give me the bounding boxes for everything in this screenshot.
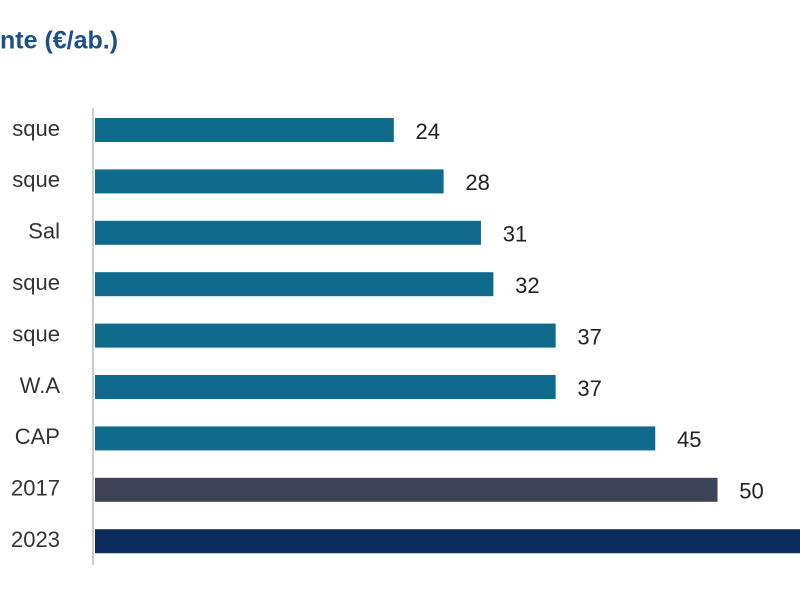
value-label: 31 [503,222,527,247]
category-label: sque [12,270,60,295]
category-label: 2017 [11,476,60,501]
value-label: 50 [739,479,763,504]
category-label: Sal [28,219,60,244]
bar [95,529,800,554]
bar [95,375,556,399]
category-label: sque [12,321,60,346]
bar [95,426,656,451]
bar [95,118,394,142]
category-label: sque [12,116,60,141]
value-label: 24 [416,119,440,144]
category-label: W.A [20,373,61,398]
value-label: 45 [677,427,701,452]
value-label: 37 [577,376,601,401]
category-label: CAP [15,424,60,449]
value-label: 28 [465,170,489,195]
chart-title: nte (€/ab.) [0,27,118,55]
bar [95,323,556,348]
bar [95,272,494,297]
value-label: 37 [577,324,601,349]
category-label: 2023 [11,527,60,552]
bar [95,220,481,245]
bar [95,169,444,194]
value-label: 32 [515,273,539,298]
category-label: sque [12,167,60,192]
bar [95,477,718,502]
